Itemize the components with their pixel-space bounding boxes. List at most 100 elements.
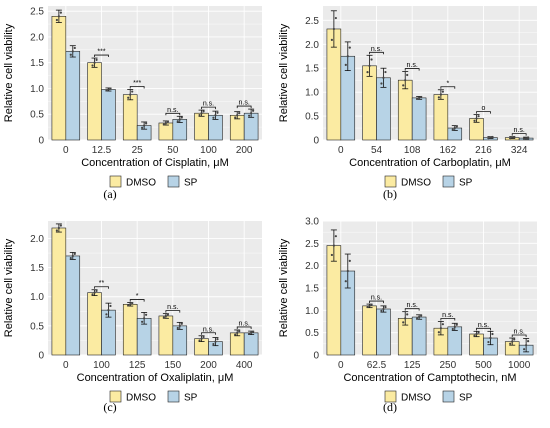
data-point <box>59 224 62 227</box>
data-point <box>164 314 167 318</box>
data-point <box>366 305 369 309</box>
y-tick-label: 1.0 <box>305 88 319 99</box>
plot-background <box>323 6 537 140</box>
data-point <box>370 303 373 306</box>
data-point <box>439 93 442 96</box>
significance-bracket <box>129 299 145 302</box>
data-point <box>380 82 383 85</box>
data-point <box>105 89 108 92</box>
y-tick-label: 2.5 <box>30 7 44 18</box>
data-point <box>216 111 219 114</box>
data-point <box>141 320 144 323</box>
data-point <box>234 333 237 336</box>
bar-sp <box>243 332 259 356</box>
y-axis-label: Relative cell viability <box>278 23 290 122</box>
data-point <box>236 331 239 334</box>
legend-label-dmso: DMSO <box>126 393 156 404</box>
significance-bracket <box>511 133 527 136</box>
data-point <box>346 269 349 273</box>
bar-dmso <box>362 305 377 356</box>
significance-label: * <box>446 80 449 87</box>
legend-swatch-sp <box>442 390 455 403</box>
significance-label: n.s. <box>167 304 178 311</box>
data-point <box>250 331 253 334</box>
legend-swatch-sp <box>442 175 455 188</box>
data-point <box>334 235 337 238</box>
data-point <box>344 280 347 283</box>
legend-swatch-dmso <box>109 175 122 188</box>
data-point <box>420 95 423 99</box>
legend-swatch-sp <box>167 390 180 403</box>
data-point <box>348 46 351 49</box>
x-tick-label: 250 <box>439 360 456 371</box>
data-point <box>164 121 167 125</box>
data-point <box>402 84 405 87</box>
data-point <box>216 338 219 341</box>
data-point <box>248 332 251 336</box>
x-axis-label: Concentration of Cisplatin, μM <box>81 157 229 169</box>
y-tick-label: 3.0 <box>305 217 319 228</box>
x-tick-label: 12.5 <box>92 145 112 156</box>
y-tick-label: 0.5 <box>30 110 44 121</box>
data-point <box>59 11 62 14</box>
data-point <box>332 244 335 247</box>
panel-label: (b) <box>383 187 397 201</box>
data-point <box>453 325 456 328</box>
x-tick-label: 200 <box>200 360 217 371</box>
bar-sp <box>101 89 116 141</box>
panel-label: (d) <box>383 400 397 414</box>
panel-label: (a) <box>103 187 117 201</box>
data-point <box>250 112 253 115</box>
significance-bracket <box>94 286 109 289</box>
data-point <box>95 58 98 62</box>
y-tick-label: 0 <box>38 351 44 362</box>
data-point <box>404 317 407 320</box>
significance-label: n.s. <box>371 46 382 53</box>
data-point <box>69 53 72 56</box>
significance-label: n.s. <box>407 302 418 309</box>
y-tick-label: 1.0 <box>305 306 319 317</box>
legend-label-sp: SP <box>459 393 473 404</box>
data-point <box>143 317 146 320</box>
data-point <box>73 46 76 50</box>
data-point <box>509 137 512 140</box>
y-tick-label: 2.0 <box>305 40 319 51</box>
x-tick-label: 200 <box>236 145 253 156</box>
data-point <box>93 61 96 64</box>
data-point <box>178 118 181 121</box>
significance-bracket <box>236 326 252 329</box>
bar-sp <box>411 316 427 356</box>
legend-swatch-dmso <box>384 390 397 403</box>
significance-bracket <box>165 310 181 313</box>
significance-label: *** <box>97 49 105 56</box>
significance-label: n.s. <box>371 295 382 302</box>
data-point <box>57 226 60 230</box>
bar-sp <box>65 51 81 141</box>
y-tick-label: 1.0 <box>30 84 44 95</box>
data-point <box>487 137 490 140</box>
data-point <box>477 331 480 334</box>
significance-bracket <box>236 105 252 109</box>
data-point <box>166 120 169 123</box>
data-point <box>416 317 419 320</box>
bar-dmso <box>229 332 245 356</box>
data-point <box>162 123 165 126</box>
data-point <box>451 128 454 131</box>
data-point <box>477 115 480 118</box>
legend-label-dmso: DMSO <box>401 178 431 189</box>
data-point <box>145 313 148 316</box>
legend-label-dmso: DMSO <box>401 393 431 404</box>
bar-dmso <box>158 122 174 141</box>
x-tick-label: 100 <box>200 145 217 156</box>
bar-dmso <box>326 245 342 356</box>
data-point <box>487 340 490 344</box>
data-point <box>525 136 528 140</box>
data-point <box>455 125 458 128</box>
data-point <box>475 117 478 120</box>
data-point <box>178 324 181 327</box>
x-tick-label: 25 <box>132 145 144 156</box>
bar-dmso <box>194 112 209 141</box>
significance-label: o <box>482 105 486 112</box>
chart-panel-3: 00.51.01.52.00 100 125 150 200 400***n.s.n.s.… <box>3 221 262 404</box>
x-tick-label: 0 <box>63 360 69 371</box>
